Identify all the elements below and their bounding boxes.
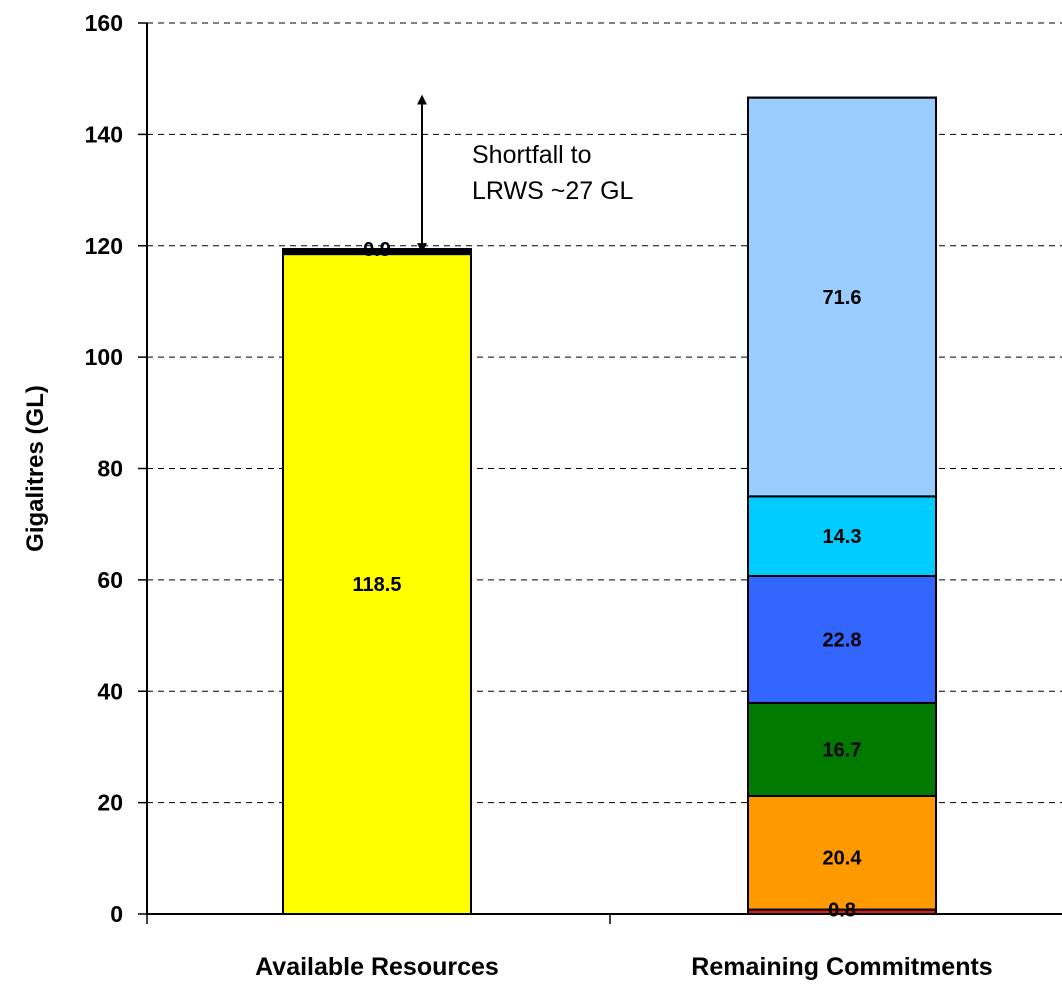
- bar-segment-1-1: [282, 253, 472, 915]
- data-label-2-6: 71.6: [823, 287, 862, 309]
- y-tick-label-40: 40: [97, 678, 123, 704]
- y-tick-label-140: 140: [85, 121, 123, 147]
- data-label-2-4: 22.8: [823, 629, 862, 651]
- bar-segment-2-4: [747, 574, 937, 704]
- bar-segment-2-5: [747, 495, 937, 577]
- shortfall-annotation-line-2: LRWS ~27 GL: [472, 177, 634, 205]
- shortfall-annotation-line-1: Shortfall to: [472, 141, 592, 169]
- y-tick-label-120: 120: [85, 233, 123, 259]
- data-label-1-2: 0.9: [363, 239, 391, 261]
- y-axis-title: Gigalitres (GL): [22, 385, 49, 552]
- y-tick-label-100: 100: [85, 344, 123, 370]
- data-label-2-3: 16.7: [823, 739, 862, 761]
- x-category-label-2: Remaining Commitments: [691, 953, 992, 981]
- y-tick-label-60: 60: [97, 567, 123, 593]
- bar-segment-2-6: [747, 96, 937, 498]
- data-label-1-1: 118.5: [353, 574, 402, 596]
- y-tick-label-160: 160: [85, 10, 123, 36]
- y-tick-label-0: 0: [110, 901, 123, 927]
- x-category-label-1: Available Resources: [255, 953, 499, 981]
- data-label-2-1: 0.8: [828, 900, 856, 922]
- data-label-2-5: 14.3: [823, 526, 862, 548]
- data-label-2-2: 20.4: [823, 848, 863, 870]
- y-tick-label-80: 80: [97, 456, 123, 482]
- y-tick-label-20: 20: [97, 790, 123, 816]
